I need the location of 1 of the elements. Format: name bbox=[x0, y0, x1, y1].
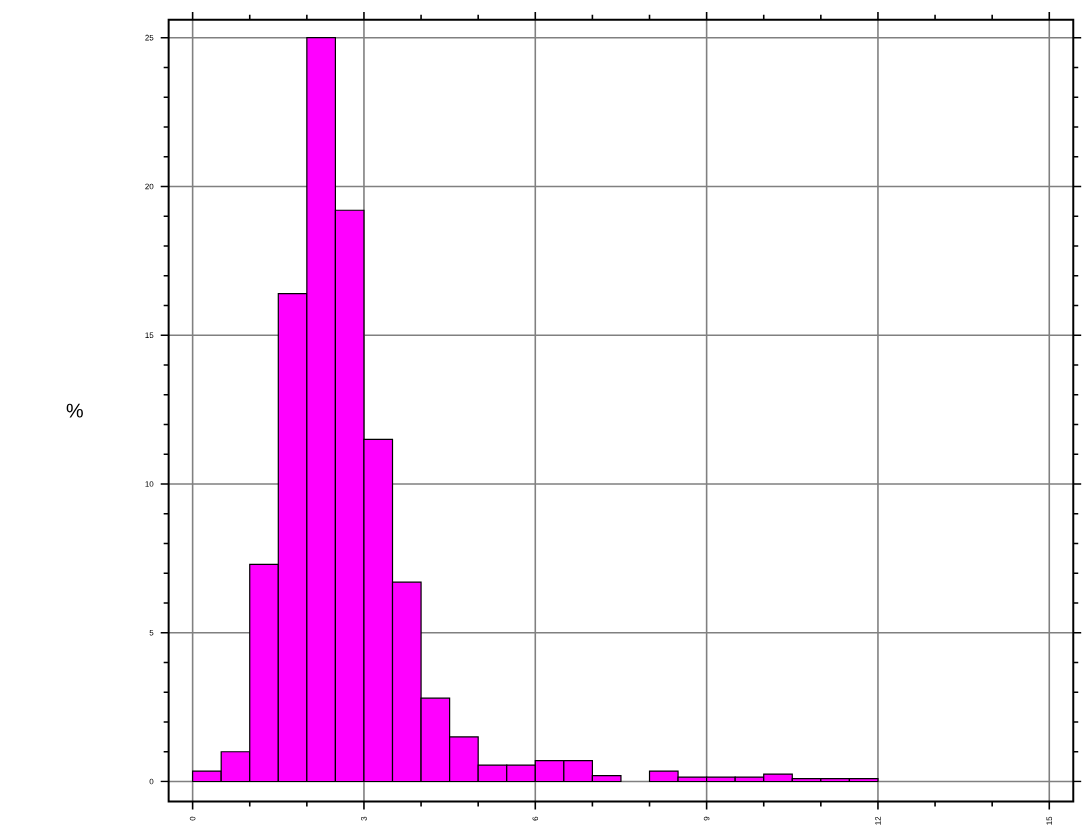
y-axis-title: % bbox=[66, 403, 83, 418]
